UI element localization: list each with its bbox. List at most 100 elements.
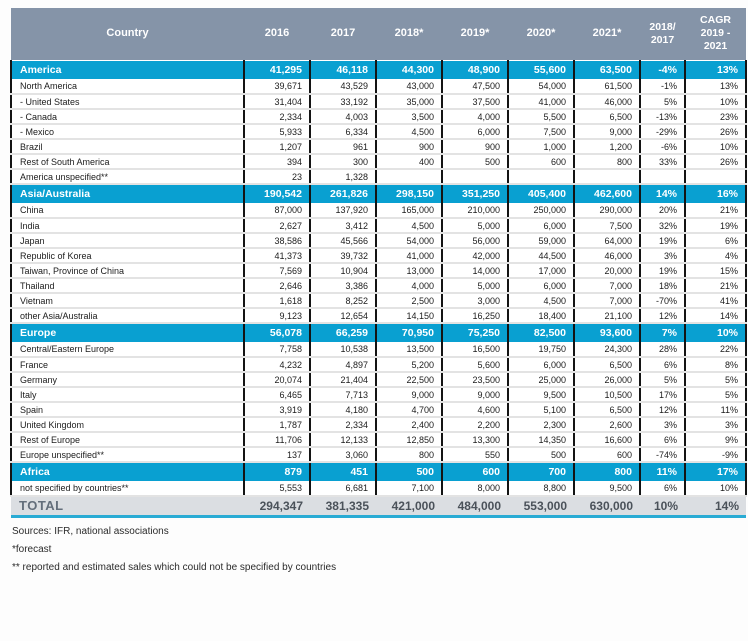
- region-section-row: Europe 56,078 66,259 70,950 75,250 82,500 93,6…: [10, 322, 747, 343]
- value-cell: 7%: [640, 322, 686, 343]
- value-cell: 10,538: [310, 342, 377, 358]
- table-row: North America 39,671 43,529 43,000 47,500 54,…: [10, 79, 747, 95]
- column-header: 2019*: [442, 8, 508, 60]
- table-row: Central/Eastern Europe 7,758 10,538 13,500 1…: [10, 342, 747, 358]
- table-row: Rest of Europe 11,706 12,133 12,850 13,300 14…: [10, 432, 747, 448]
- value-cell: 4,000: [376, 278, 443, 294]
- value-cell: 13%: [685, 59, 747, 80]
- value-cell: 700: [508, 461, 575, 482]
- value-cell: 10%: [640, 495, 685, 518]
- value-cell: 451: [310, 461, 377, 482]
- value-cell: 70,950: [376, 322, 443, 343]
- value-cell: 42,000: [442, 248, 509, 264]
- value-cell: 21,100: [574, 308, 641, 324]
- value-cell: 75,250: [442, 322, 509, 343]
- country-cell: Spain: [10, 402, 245, 418]
- value-cell: 33,192: [310, 94, 377, 110]
- value-cell: 47,500: [442, 79, 509, 95]
- value-cell: 26%: [685, 154, 747, 170]
- value-cell: 394: [244, 154, 311, 170]
- value-cell: 2,627: [244, 218, 311, 234]
- value-cell: 484,000: [442, 495, 508, 518]
- table-row: Thailand 2,646 3,386 4,000 5,000 6,000 7,000 18…: [10, 278, 747, 294]
- country-cell: Germany: [10, 372, 245, 388]
- value-cell: 93,600: [574, 322, 641, 343]
- country-cell: Republic of Korea: [10, 248, 245, 264]
- value-cell: 14,350: [508, 432, 575, 448]
- value-cell: 11%: [640, 461, 686, 482]
- value-cell: 600: [574, 447, 641, 463]
- value-cell: 4,232: [244, 357, 311, 373]
- value-cell: 61,500: [574, 79, 641, 95]
- value-cell: 1,200: [574, 139, 641, 155]
- region-section-row: Africa 879 451 500 600 700 800 11% 17%: [10, 461, 747, 482]
- country-cell: India: [10, 218, 245, 234]
- value-cell: 290,000: [574, 203, 641, 219]
- table-row: Taiwan, Province of China 7,569 10,904 13,0…: [10, 263, 747, 279]
- value-cell: 6%: [640, 481, 686, 497]
- value-cell: 38,586: [244, 233, 311, 249]
- table-row: United Kingdom 1,787 2,334 2,400 2,200 2,300 2…: [10, 417, 747, 433]
- value-cell: 13,500: [376, 342, 443, 358]
- value-cell: 381,335: [310, 495, 376, 518]
- value-cell: 2,200: [442, 417, 509, 433]
- value-cell: 3,500: [376, 109, 443, 125]
- value-cell: 8,800: [508, 481, 575, 497]
- value-cell: 550: [442, 447, 509, 463]
- value-cell: 6,500: [574, 402, 641, 418]
- value-cell: 10%: [685, 322, 747, 343]
- region-section-row: Asia/Australia 190,542 261,826 298,150 351,2…: [10, 183, 747, 204]
- value-cell: 59,000: [508, 233, 575, 249]
- country-cell: not specified by countries**: [10, 481, 245, 497]
- column-header: 2021*: [574, 8, 640, 60]
- value-cell: 46,000: [574, 94, 641, 110]
- value-cell: 21,404: [310, 372, 377, 388]
- value-cell: 5,100: [508, 402, 575, 418]
- value-cell: 12%: [640, 402, 686, 418]
- value-cell: 3%: [640, 248, 686, 264]
- country-cell: America: [10, 59, 245, 80]
- value-cell: 13%: [685, 79, 747, 95]
- value-cell: 14%: [685, 308, 747, 324]
- value-cell: 3,060: [310, 447, 377, 463]
- value-cell: 5,933: [244, 124, 311, 140]
- value-cell: 250,000: [508, 203, 575, 219]
- value-cell: 28%: [640, 342, 686, 358]
- value-cell: 41,373: [244, 248, 311, 264]
- country-cell: Rest of South America: [10, 154, 245, 170]
- unspecified-sales-note: ** reported and estimated sales which co…: [12, 561, 337, 573]
- value-cell: 39,671: [244, 79, 311, 95]
- value-cell: 1,787: [244, 417, 311, 433]
- value-cell: 11%: [685, 402, 747, 418]
- country-cell: Asia/Australia: [10, 183, 245, 204]
- country-cell: America unspecified**: [10, 169, 245, 185]
- total-row: TOTAL 294,347 381,335 421,000 484,000 553,000…: [11, 495, 746, 518]
- column-header: 2018*: [376, 8, 442, 60]
- table-row: Germany 20,074 21,404 22,500 23,500 25,000 26,…: [10, 372, 747, 388]
- value-cell: 1,618: [244, 293, 311, 309]
- value-cell: 351,250: [442, 183, 509, 204]
- value-cell: [376, 169, 443, 185]
- value-cell: -13%: [640, 109, 686, 125]
- value-cell: 4,000: [442, 109, 509, 125]
- table-row: Japan 38,586 45,566 54,000 56,000 59,000 64,00…: [10, 233, 747, 249]
- value-cell: 41,000: [508, 94, 575, 110]
- value-cell: 10%: [685, 481, 747, 497]
- value-cell: 26%: [685, 124, 747, 140]
- value-cell: 2,334: [310, 417, 377, 433]
- value-cell: 23%: [685, 109, 747, 125]
- value-cell: 14,150: [376, 308, 443, 324]
- sales-table: Country 2016 2017 2018* 2019* 2020* 2021* 2018/…: [10, 8, 747, 518]
- value-cell: 12,850: [376, 432, 443, 448]
- value-cell: 37,500: [442, 94, 509, 110]
- value-cell: 12,654: [310, 308, 377, 324]
- value-cell: 7,758: [244, 342, 311, 358]
- value-cell: 7,000: [574, 278, 641, 294]
- value-cell: 8,252: [310, 293, 377, 309]
- value-cell: 630,000: [574, 495, 640, 518]
- country-cell: Japan: [10, 233, 245, 249]
- value-cell: 421,000: [376, 495, 442, 518]
- table-header: Country 2016 2017 2018* 2019* 2020* 2021* 2018/…: [11, 8, 746, 60]
- table-row: Rest of South America 394 300 400 500 600 800 3…: [10, 154, 747, 170]
- value-cell: 7,713: [310, 387, 377, 403]
